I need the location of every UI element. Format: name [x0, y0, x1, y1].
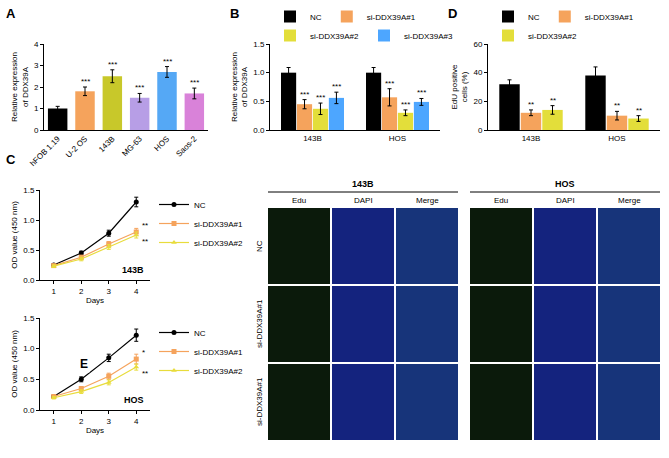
- svg-text:***: ***: [135, 83, 144, 92]
- svg-text:0.0: 0.0: [253, 126, 265, 135]
- svg-text:HOS: HOS: [124, 395, 144, 405]
- svg-text:DAPI: DAPI: [354, 196, 373, 205]
- svg-text:143B: 143B: [352, 179, 374, 189]
- svg-text:3: 3: [107, 417, 112, 426]
- svg-text:***: ***: [81, 77, 90, 86]
- svg-text:***: ***: [300, 90, 309, 99]
- svg-text:0.5: 0.5: [23, 246, 35, 255]
- svg-text:143B: 143B: [122, 265, 144, 275]
- svg-text:1.5: 1.5: [23, 314, 35, 323]
- svg-text:2: 2: [79, 287, 84, 296]
- svg-text:3: 3: [34, 61, 39, 70]
- svg-text:DAPI: DAPI: [556, 196, 575, 205]
- svg-text:E: E: [80, 357, 88, 371]
- svg-text:**: **: [550, 96, 556, 105]
- svg-text:**: **: [142, 221, 148, 230]
- svg-text:*: *: [142, 348, 145, 357]
- svg-text:***: ***: [332, 82, 341, 91]
- svg-text:***: ***: [385, 79, 394, 88]
- svg-text:2: 2: [34, 83, 39, 92]
- svg-text:1.0: 1.0: [23, 344, 35, 353]
- svg-text:Merge: Merge: [416, 196, 439, 205]
- svg-text:4: 4: [34, 40, 39, 49]
- svg-text:HOS: HOS: [389, 134, 406, 143]
- svg-text:**: **: [142, 369, 148, 378]
- svg-text:si-DDX39A#1: si-DDX39A#1: [255, 299, 264, 348]
- svg-text:***: ***: [108, 60, 117, 69]
- svg-text:NC: NC: [255, 240, 264, 252]
- svg-text:**: **: [636, 106, 642, 115]
- svg-text:0.5: 0.5: [23, 375, 35, 384]
- svg-text:HOS: HOS: [555, 179, 575, 189]
- svg-text:NC: NC: [310, 13, 322, 22]
- svg-text:NC: NC: [194, 201, 206, 210]
- svg-text:1: 1: [52, 287, 57, 296]
- svg-text:Merge: Merge: [618, 196, 641, 205]
- svg-text:OD value (450 nm): OD value (450 nm): [10, 201, 19, 269]
- svg-text:si-DDX39A#2: si-DDX39A#2: [194, 367, 243, 376]
- svg-text:hFOB 1.19: hFOB 1.19: [28, 134, 62, 168]
- svg-text:***: ***: [190, 78, 199, 87]
- svg-text:MG-63: MG-63: [120, 134, 144, 158]
- svg-text:NC: NC: [194, 329, 206, 338]
- svg-text:1.5: 1.5: [253, 40, 265, 49]
- svg-text:EdU positivecells (%): EdU positivecells (%): [450, 64, 469, 109]
- svg-text:***: ***: [163, 57, 172, 66]
- svg-text:Relative expressionof DDX39A: Relative expressionof DDX39A: [10, 52, 29, 122]
- svg-text:si-DDX39A#1: si-DDX39A#1: [367, 13, 416, 22]
- svg-text:***: ***: [401, 100, 410, 109]
- svg-text:0: 0: [478, 126, 483, 135]
- svg-text:Saos-2: Saos-2: [174, 134, 199, 159]
- svg-text:Edu: Edu: [292, 196, 306, 205]
- svg-text:**: **: [614, 101, 620, 110]
- svg-text:0: 0: [34, 126, 39, 135]
- svg-text:143B: 143B: [522, 134, 541, 143]
- svg-text:**: **: [142, 237, 148, 246]
- svg-text:si-DDX39A#2: si-DDX39A#2: [310, 32, 359, 41]
- svg-text:si-DDX39A#2: si-DDX39A#2: [528, 32, 577, 41]
- svg-text:Edu: Edu: [494, 196, 508, 205]
- svg-text:C: C: [6, 152, 16, 167]
- svg-text:***: ***: [417, 88, 426, 97]
- svg-text:B: B: [230, 6, 239, 21]
- svg-text:Days: Days: [86, 426, 104, 435]
- svg-text:si-DDX39A#1: si-DDX39A#1: [255, 377, 264, 426]
- svg-text:si-DDX39A#3: si-DDX39A#3: [404, 32, 453, 41]
- svg-text:143B: 143B: [97, 134, 117, 154]
- svg-text:Relative expressionof DDX39A: Relative expressionof DDX39A: [230, 52, 249, 122]
- svg-text:U-2 OS: U-2 OS: [64, 134, 89, 159]
- svg-text:0.0: 0.0: [23, 406, 35, 415]
- svg-text:si-DDX39A#2: si-DDX39A#2: [194, 239, 243, 248]
- svg-text:1: 1: [34, 104, 39, 113]
- svg-text:HOS: HOS: [608, 134, 625, 143]
- svg-text:2: 2: [79, 417, 84, 426]
- svg-text:4: 4: [134, 417, 139, 426]
- svg-text:si-DDX39A#1: si-DDX39A#1: [194, 348, 243, 357]
- svg-text:40: 40: [473, 68, 482, 77]
- svg-text:3: 3: [107, 287, 112, 296]
- svg-text:143B: 143B: [303, 134, 322, 143]
- svg-text:HOS: HOS: [153, 134, 172, 153]
- svg-text:OD value (450 nm): OD value (450 nm): [10, 330, 19, 398]
- svg-text:si-DDX39A#1: si-DDX39A#1: [194, 220, 243, 229]
- svg-text:0.0: 0.0: [23, 276, 35, 285]
- svg-text:Days: Days: [86, 296, 104, 305]
- svg-text:A: A: [6, 6, 16, 21]
- svg-text:si-DDX39A#1: si-DDX39A#1: [585, 13, 634, 22]
- svg-text:0.5: 0.5: [253, 97, 265, 106]
- svg-text:20: 20: [473, 97, 482, 106]
- svg-text:1.5: 1.5: [23, 186, 35, 195]
- svg-text:***: ***: [316, 93, 325, 102]
- svg-text:NC: NC: [528, 13, 540, 22]
- svg-text:1: 1: [52, 417, 57, 426]
- svg-text:4: 4: [134, 287, 139, 296]
- svg-text:D: D: [448, 6, 457, 21]
- svg-text:1.0: 1.0: [23, 216, 35, 225]
- svg-text:**: **: [528, 100, 534, 109]
- svg-text:1.0: 1.0: [253, 68, 265, 77]
- svg-text:60: 60: [473, 40, 482, 49]
